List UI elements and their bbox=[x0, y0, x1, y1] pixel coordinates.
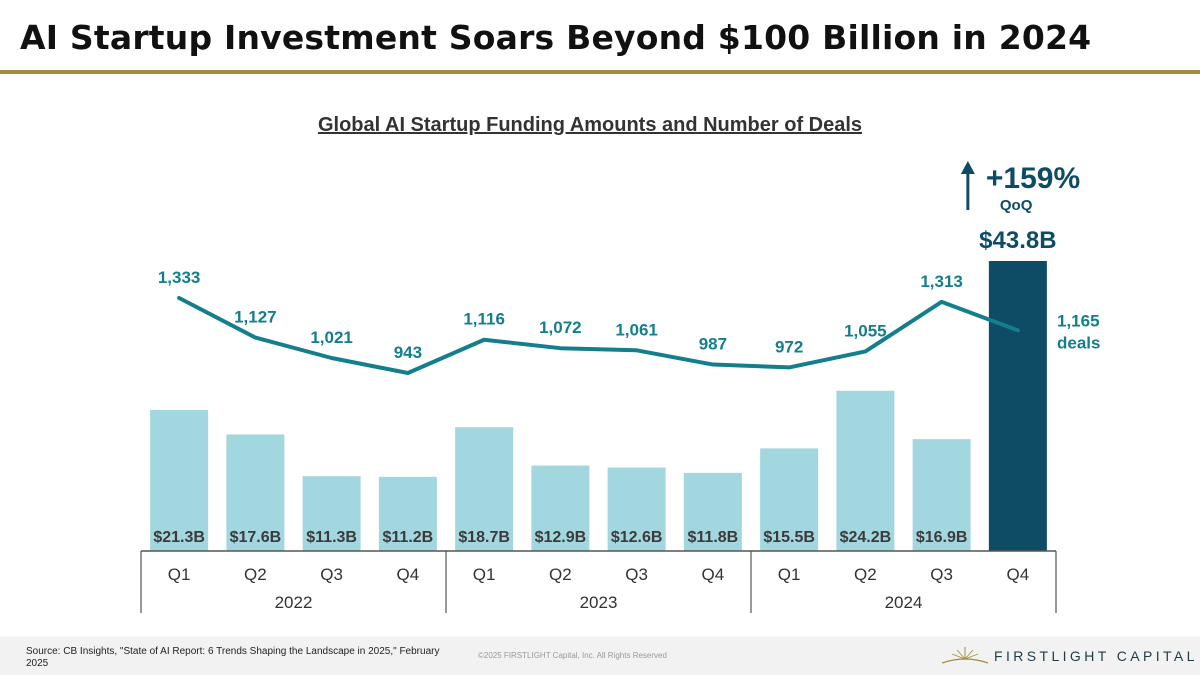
deals-value-label: 1,061 bbox=[615, 320, 658, 339]
footer-source: Source: CB Insights, "State of AI Report… bbox=[26, 646, 440, 669]
deals-value-label: 1,055 bbox=[844, 321, 887, 340]
year-group-label: 2023 bbox=[580, 593, 618, 612]
quarter-tick-label: Q1 bbox=[473, 565, 496, 584]
quarter-tick-label: Q4 bbox=[702, 565, 725, 584]
funding-bar bbox=[531, 465, 590, 551]
funding-bar bbox=[226, 434, 285, 551]
funding-deals-chart: $21.3B $17.6B $11.3B $11.2B $18.7B $12.9B $12.… bbox=[140, 161, 1100, 613]
bar-value-label: $21.3B bbox=[153, 529, 205, 546]
qoq-change-label: +159% bbox=[986, 162, 1080, 195]
footer-copyright: ©2025 FIRSTLIGHT Capital, Inc. All Right… bbox=[478, 651, 667, 660]
bar-value-label: $12.9B bbox=[535, 529, 587, 546]
bar-value-label: $12.6B bbox=[611, 529, 663, 546]
funding-bar bbox=[455, 427, 514, 551]
funding-bar bbox=[760, 448, 819, 551]
quarter-tick-label: Q3 bbox=[320, 565, 343, 584]
deals-value-label: 1,072 bbox=[539, 318, 582, 337]
quarter-tick-label: Q2 bbox=[549, 565, 572, 584]
bar-value-label: $16.9B bbox=[916, 529, 968, 546]
footer: Source: CB Insights, "State of AI Report… bbox=[0, 637, 1200, 675]
bar-value-label: $11.3B bbox=[306, 529, 357, 546]
deals-value-label: 1,116 bbox=[463, 310, 505, 329]
deals-value-label: 1,021 bbox=[310, 328, 353, 347]
deals-value-label: 1,165 bbox=[1057, 311, 1100, 330]
quarter-tick-label: Q2 bbox=[854, 565, 877, 584]
quarter-tick-label: Q4 bbox=[397, 565, 420, 584]
funding-bar bbox=[607, 467, 666, 551]
qoq-basis-label: QoQ bbox=[1000, 197, 1033, 214]
deals-value-label: 1,127 bbox=[234, 308, 277, 327]
quarter-tick-label: Q4 bbox=[1007, 565, 1030, 584]
quarter-tick-label: Q3 bbox=[930, 565, 953, 584]
deals-value-label: 1,313 bbox=[920, 272, 963, 291]
chart-title: Global AI Startup Funding Amounts and Nu… bbox=[317, 114, 863, 136]
bar-value-label: $17.6B bbox=[230, 529, 282, 546]
bar-value-label: $24.2B bbox=[840, 529, 892, 546]
up-arrowhead-icon bbox=[960, 161, 975, 174]
logo-text: FIRSTLIGHT CAPITAL bbox=[994, 648, 1198, 664]
company-logo: FIRSTLIGHT CAPITAL bbox=[940, 645, 1194, 669]
deals-unit-label: deals bbox=[1057, 333, 1100, 352]
year-group-label: 2024 bbox=[885, 593, 923, 612]
funding-bar bbox=[378, 476, 437, 551]
deals-value-label: 972 bbox=[775, 337, 803, 356]
quarter-tick-label: Q1 bbox=[778, 565, 801, 584]
deals-value-label: 987 bbox=[699, 335, 727, 354]
page-title: AI Startup Investment Soars Beyond $100 … bbox=[20, 18, 1092, 57]
year-group-label: 2022 bbox=[275, 593, 313, 612]
highlight-bar-value-label: $43.8B bbox=[979, 227, 1056, 254]
deals-value-label: 943 bbox=[394, 343, 422, 362]
funding-bar bbox=[988, 261, 1047, 551]
bar-value-label: $18.7B bbox=[458, 529, 510, 546]
funding-bar bbox=[150, 409, 209, 551]
deals-line bbox=[177, 296, 1020, 375]
sunrise-logo-icon bbox=[941, 647, 989, 664]
funding-bar bbox=[302, 476, 361, 551]
quarter-tick-label: Q1 bbox=[168, 565, 191, 584]
bar-value-label: $11.8B bbox=[688, 529, 739, 546]
funding-bar bbox=[836, 390, 895, 551]
deals-value-label: 1,333 bbox=[158, 268, 201, 287]
quarter-tick-label: Q2 bbox=[244, 565, 267, 584]
funding-bar bbox=[683, 472, 742, 551]
bar-value-label: $15.5B bbox=[763, 529, 815, 546]
title-divider bbox=[0, 70, 1200, 74]
funding-bar bbox=[912, 439, 971, 551]
quarter-tick-label: Q3 bbox=[625, 565, 648, 584]
bar-value-label: $11.2B bbox=[383, 529, 434, 546]
